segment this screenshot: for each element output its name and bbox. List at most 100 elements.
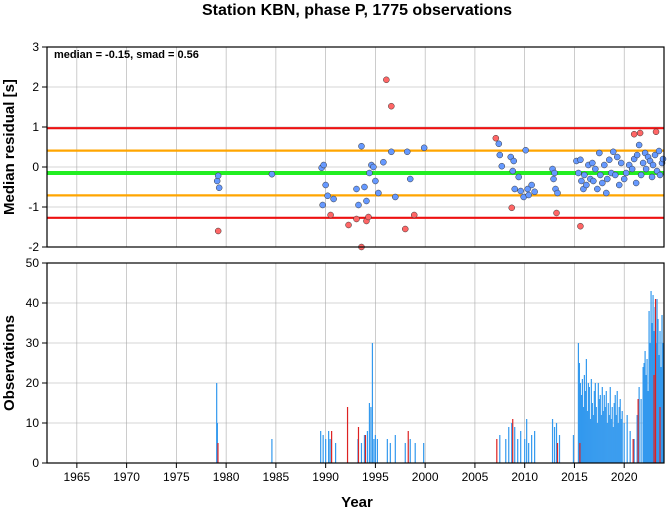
- observation-bar: [615, 415, 617, 463]
- residual-point: [370, 163, 377, 171]
- observation-bar: [322, 435, 324, 463]
- observation-bar: [578, 363, 581, 463]
- residual-point: [592, 165, 599, 173]
- residual-point: [617, 159, 625, 167]
- residual-point: [322, 181, 329, 189]
- residual-point: [659, 155, 667, 163]
- residual-point: [599, 179, 606, 187]
- observation-bar: [526, 419, 528, 463]
- observation-bar: [620, 419, 622, 463]
- observation-bar: [553, 427, 556, 463]
- chart-title: Station KBN, phase P, 1775 observations: [202, 2, 512, 19]
- y-tick-label: 50: [26, 256, 40, 270]
- residual-point: [594, 185, 601, 193]
- residual-point: [214, 172, 222, 180]
- residual-y-axis-label: Median residual [s]: [1, 79, 18, 215]
- residual-point: [554, 189, 561, 197]
- residual-point: [639, 159, 647, 167]
- observation-bar: [499, 435, 501, 463]
- observation-bar: [599, 395, 601, 463]
- residual-point: [380, 158, 387, 166]
- observation-bar: [660, 367, 662, 463]
- observation-bar: [650, 291, 652, 463]
- observation-bar: [217, 443, 219, 463]
- observation-bar: [633, 439, 635, 463]
- observation-bar: [363, 435, 366, 463]
- observation-bar: [658, 355, 660, 463]
- residual-point: [531, 188, 538, 196]
- residual-point: [406, 175, 414, 183]
- y-tick-label: -1: [28, 200, 39, 214]
- residual-point: [528, 181, 535, 189]
- observation-bar: [654, 299, 657, 463]
- residual-point: [388, 102, 395, 110]
- residual-point: [383, 76, 390, 84]
- residual-point: [577, 156, 584, 164]
- x-tick-label: 2020: [611, 470, 638, 484]
- observation-bar: [645, 375, 647, 463]
- observations-gridlines: [47, 262, 664, 464]
- x-axis-label: Year: [341, 494, 373, 511]
- observation-bar: [373, 439, 375, 463]
- observation-bar: [531, 435, 533, 463]
- observation-bar: [371, 343, 374, 463]
- residual-point: [268, 170, 276, 178]
- residual-point: [648, 173, 656, 181]
- observation-bar: [594, 383, 596, 463]
- observation-bar: [602, 411, 604, 463]
- residual-point: [410, 211, 418, 219]
- observation-bar: [588, 387, 590, 463]
- observation-bar: [389, 443, 391, 463]
- residual-point: [551, 169, 558, 177]
- observation-bar: [558, 435, 561, 463]
- residual-point: [345, 221, 352, 229]
- x-tick-label: 1985: [263, 470, 290, 484]
- residual-point: [403, 148, 411, 156]
- y-tick-label: 3: [32, 40, 39, 54]
- y-tick-label: 1: [32, 120, 39, 134]
- residual-point: [363, 197, 370, 205]
- residual-point: [388, 148, 395, 156]
- observations-y-ticks: 0 10 20 30 40 50: [26, 256, 47, 470]
- observation-bar: [534, 431, 536, 463]
- residual-point: [515, 173, 522, 181]
- residual-point: [366, 169, 373, 177]
- residual-point: [628, 165, 636, 173]
- observation-bar: [604, 407, 606, 463]
- residual-point: [365, 213, 372, 221]
- residual-point: [496, 151, 504, 159]
- residual-point: [636, 129, 644, 137]
- observation-bar: [592, 415, 594, 463]
- observation-bars: [216, 291, 664, 463]
- observation-bar: [524, 439, 526, 463]
- x-tick-label: 2010: [511, 470, 538, 484]
- residual-point: [651, 151, 659, 159]
- residual-point: [214, 227, 222, 235]
- x-tick-label: 1995: [362, 470, 389, 484]
- observation-bar: [584, 391, 586, 463]
- observation-bar: [614, 395, 616, 463]
- observation-bar: [601, 387, 603, 463]
- observation-bar: [528, 443, 530, 463]
- observation-bar: [551, 419, 554, 463]
- observation-bar: [271, 439, 273, 463]
- observation-bar: [585, 359, 587, 463]
- residual-point: [522, 146, 529, 154]
- observation-bar: [642, 367, 644, 463]
- residual-point: [553, 209, 560, 217]
- residual-point: [330, 195, 337, 203]
- observation-bar: [329, 439, 331, 463]
- residual-point: [620, 175, 628, 183]
- observation-bar: [374, 435, 377, 463]
- residual-point: [353, 215, 360, 223]
- observation-bar: [651, 323, 653, 463]
- observation-bar: [657, 319, 659, 463]
- residual-point: [635, 141, 643, 149]
- observation-bar: [366, 431, 369, 463]
- residual-point: [392, 193, 399, 201]
- observation-bar: [605, 391, 607, 463]
- observation-bar: [597, 383, 599, 463]
- observation-bar: [638, 387, 640, 463]
- y-tick-label: 30: [26, 336, 40, 350]
- residual-point: [498, 162, 506, 170]
